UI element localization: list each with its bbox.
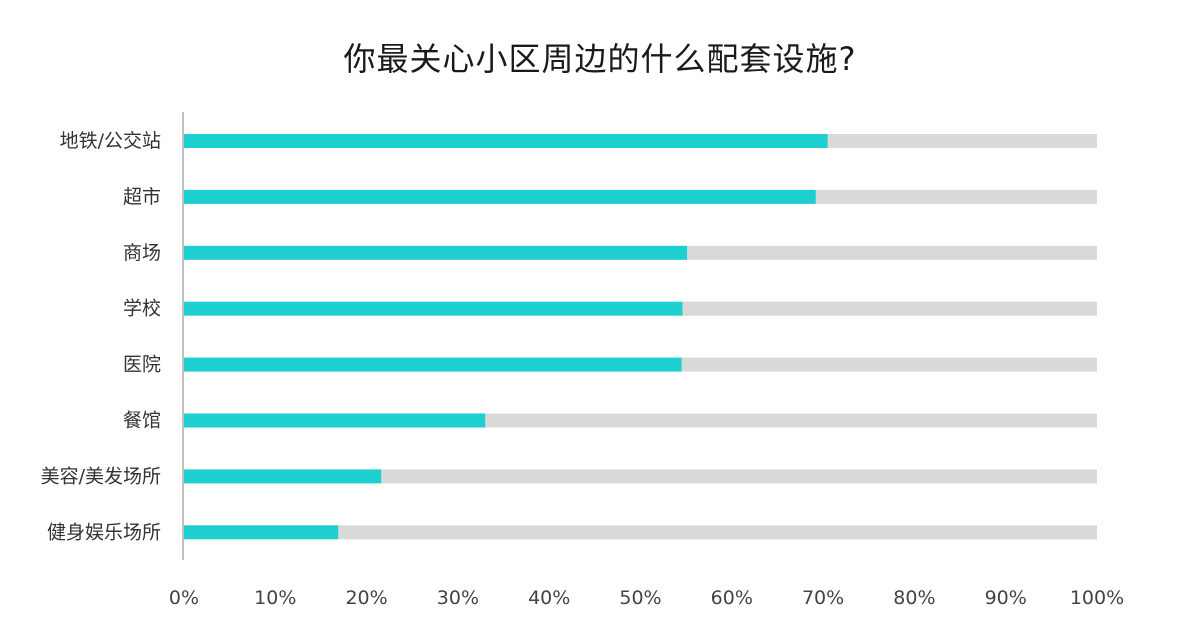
- x-tick-label: 0%: [169, 587, 199, 609]
- x-tick-label: 50%: [619, 587, 661, 609]
- bar: [184, 357, 682, 372]
- bar-remainder: [381, 469, 1097, 484]
- x-tick-label: 90%: [985, 587, 1027, 609]
- bar: [184, 189, 816, 204]
- x-tick-label: 30%: [437, 587, 479, 609]
- category-label: 餐馆: [123, 410, 161, 432]
- category-label: 商场: [123, 242, 161, 264]
- x-tick-label: 80%: [893, 587, 935, 609]
- x-tick-label: 60%: [711, 587, 753, 609]
- category-label: 地铁/公交站: [60, 130, 161, 152]
- category-label: 学校: [123, 298, 161, 320]
- bar: [184, 469, 382, 484]
- bar-remainder: [338, 525, 1097, 540]
- category-label: 超市: [123, 186, 161, 208]
- bar: [184, 413, 486, 428]
- bar-remainder: [687, 245, 1097, 260]
- bar-remainder: [485, 413, 1097, 428]
- x-tick-label: 10%: [254, 587, 296, 609]
- bar: [184, 301, 683, 316]
- bar-remainder: [682, 301, 1097, 316]
- bar: [184, 525, 339, 540]
- x-tick-label: 100%: [1070, 587, 1124, 609]
- bar-remainder: [681, 357, 1097, 372]
- x-tick-label: 70%: [802, 587, 844, 609]
- bar-remainder: [815, 189, 1097, 204]
- x-tick-label: 20%: [345, 587, 387, 609]
- chart-title: 你最关心小区周边的什么配套设施?: [343, 40, 857, 78]
- category-label: 健身娱乐场所: [47, 521, 161, 543]
- category-label: 美容/美发场所: [41, 465, 161, 487]
- x-tick-label: 40%: [528, 587, 570, 609]
- bar: [184, 134, 828, 148]
- bar: [184, 245, 688, 260]
- bar-remainder: [827, 134, 1097, 148]
- category-label: 医院: [123, 354, 161, 376]
